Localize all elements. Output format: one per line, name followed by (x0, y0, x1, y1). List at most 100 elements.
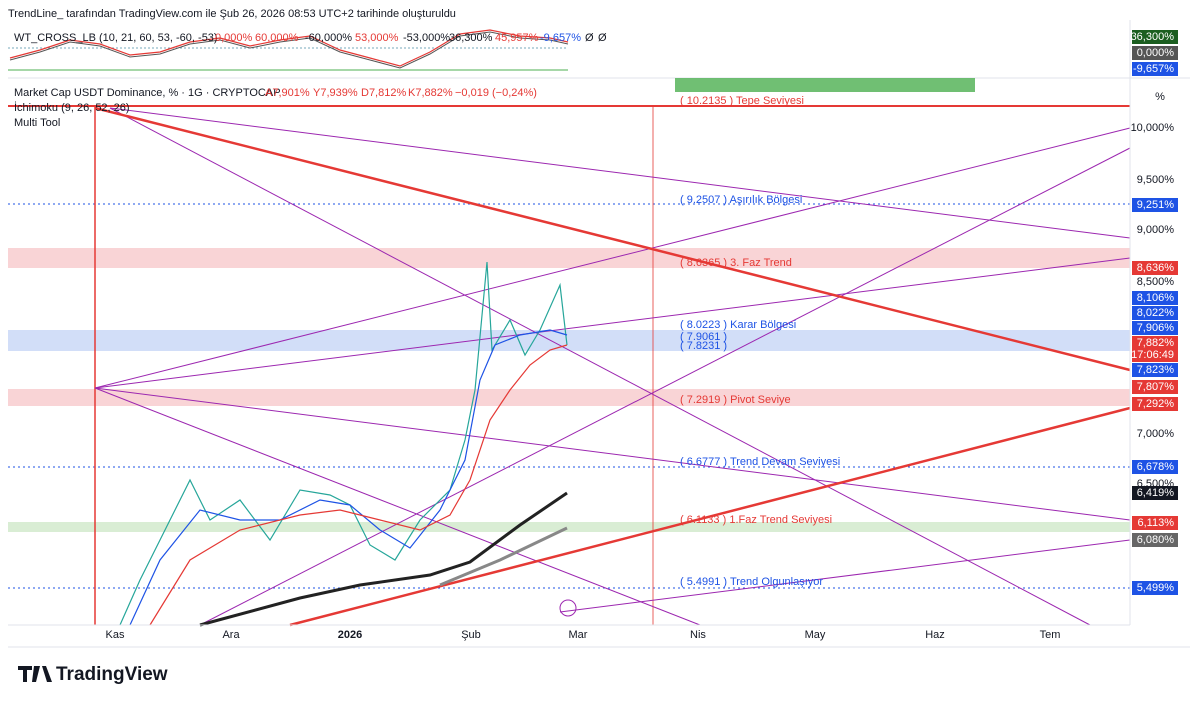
indicator-value: 0,000% (215, 32, 253, 44)
level-label: ( 7.9061 ) (680, 331, 727, 343)
axis-label: 8,106% (1137, 292, 1175, 304)
level-label: ( 8.0223 ) Karar Bölgesi (680, 319, 796, 331)
axis-label-box (1132, 516, 1178, 530)
y-tick-label: 9,500% (1137, 174, 1175, 186)
axis-label-box (1132, 62, 1178, 76)
attribution: TrendLine_ tarafından TradingView.com il… (8, 8, 456, 20)
indicator-value: 36,300% (449, 32, 493, 44)
axis-label-box (1132, 46, 1178, 60)
x-tick-label: May (805, 629, 826, 641)
zone (8, 248, 1130, 268)
indicator-value: 45,957% (495, 32, 539, 44)
indicator-value: -9,657% (540, 32, 581, 44)
axis-label: 5,499% (1137, 582, 1175, 594)
trend-lines (94, 107, 1131, 626)
average-line (129, 329, 568, 626)
x-tick-label: Kas (106, 629, 125, 641)
axis-label-box (1132, 321, 1178, 335)
indicator-value: Ø (585, 32, 594, 44)
y-tick-label: 8,500% (1137, 276, 1175, 288)
indicator-value: 60,000% (255, 32, 299, 44)
brand: TradingView (56, 664, 168, 685)
level-label: ( 9.2507 ) Aşırılık Bölgesi (680, 194, 802, 206)
axis-label: 6,113% (1138, 517, 1175, 529)
axis-label-box (1132, 581, 1178, 595)
axis-unit: % (1155, 91, 1165, 103)
axis-label: 7,906% (1137, 322, 1175, 334)
zone (8, 522, 1130, 532)
axis-label-box (1132, 486, 1178, 500)
trend-line (289, 406, 1131, 627)
ohlc: Y7,939% (313, 87, 358, 99)
price-series (119, 261, 568, 626)
axis-label: 0,000% (1137, 47, 1175, 59)
axis-label: 7,807% (1137, 381, 1175, 393)
axis-label-box (1132, 380, 1178, 394)
indicator-label: WT_CROSS_LB (10, 21, 60, 53, -60, -53) (14, 32, 218, 44)
axis-label-box (1132, 348, 1178, 362)
axis-label-box (1132, 306, 1178, 320)
axis-label: 6,419% (1137, 487, 1175, 499)
axis-label: 7,292% (1137, 398, 1175, 410)
event-icon[interactable] (559, 599, 577, 617)
study: Multi Tool (14, 117, 60, 129)
axis-label: 7,823% (1137, 364, 1175, 376)
change: −0,019 (−0,24%) (455, 87, 537, 99)
y-tick-label: 10,000% (1131, 122, 1175, 134)
axis-label: 36,300% (1131, 31, 1175, 43)
axis-label-box (1132, 30, 1178, 44)
x-tick-label: Ara (222, 629, 240, 641)
axis-label: 8,022% (1137, 307, 1175, 319)
zone (8, 330, 1130, 351)
level-label: ( 6.6777 ) Trend Devam Seviyesi (680, 456, 840, 468)
x-tick-label: Şub (461, 629, 481, 641)
axis-label-box (1132, 336, 1178, 350)
level-label: ( 5.4991 ) Trend Olgunlaşıyor (680, 576, 823, 588)
indicator-line (9, 31, 569, 69)
average-line (439, 526, 568, 587)
y-tick-label: 9,000% (1137, 224, 1175, 236)
symbol: Market Cap USDT Dominance, % · 1G · CRYP… (14, 87, 281, 99)
average-line (149, 344, 568, 626)
y-tick-label: 7,000% (1137, 428, 1175, 440)
axis-label: -9,657% (1133, 63, 1174, 75)
axis-label-box (1132, 363, 1178, 377)
axis-label-box (1132, 291, 1178, 305)
banner (675, 78, 975, 92)
axis-label-box (1132, 460, 1178, 474)
x-tick-label: 2026 (338, 629, 362, 641)
ohlc: K7,882% (408, 87, 453, 99)
average-line (199, 491, 568, 627)
level-label: ( 10.2135 ) Tepe Seviyesi (680, 95, 804, 107)
x-tick-label: Haz (925, 629, 945, 641)
indicator-value: Ø (598, 32, 607, 44)
axis-label: 17:06:49 (1131, 349, 1174, 361)
ohlc: D7,812% (361, 87, 406, 99)
axis-label-box (1132, 533, 1178, 547)
level-label: ( 8.6365 ) 3. Faz Trend (680, 257, 792, 269)
axis-label-box (1132, 261, 1178, 275)
indicator-value: -53,000% (403, 32, 450, 44)
indicator-value: 53,000% (355, 32, 399, 44)
level-label: ( 6.1133 ) 1.Faz Trend Seviyesi (680, 514, 832, 526)
axis-label-box (1132, 198, 1178, 212)
axis-label: 8,636% (1137, 262, 1175, 274)
indicator-value: -60,000% (305, 32, 352, 44)
trend-line (94, 106, 1131, 372)
x-tick-label: Mar (569, 629, 588, 641)
level-label: ( 7.2919 ) Pivot Seviye (680, 394, 791, 406)
ohlc: A7,901% (265, 87, 310, 99)
x-tick-label: Tem (1040, 629, 1061, 641)
logo (18, 666, 52, 682)
zone (8, 389, 1130, 406)
axis-label: 6,080% (1137, 534, 1175, 546)
x-tick-label: Nis (690, 629, 706, 641)
axis-label: 9,251% (1137, 199, 1175, 211)
study: İchimoku (9, 26, 52, 26) (14, 101, 130, 114)
indicator-line (9, 29, 569, 67)
axis-label: 6,678% (1137, 461, 1175, 473)
axis-label: 7,882% (1137, 337, 1175, 349)
axis-label-box (1132, 397, 1178, 411)
level-label: ( 7.8231 ) (680, 340, 727, 352)
